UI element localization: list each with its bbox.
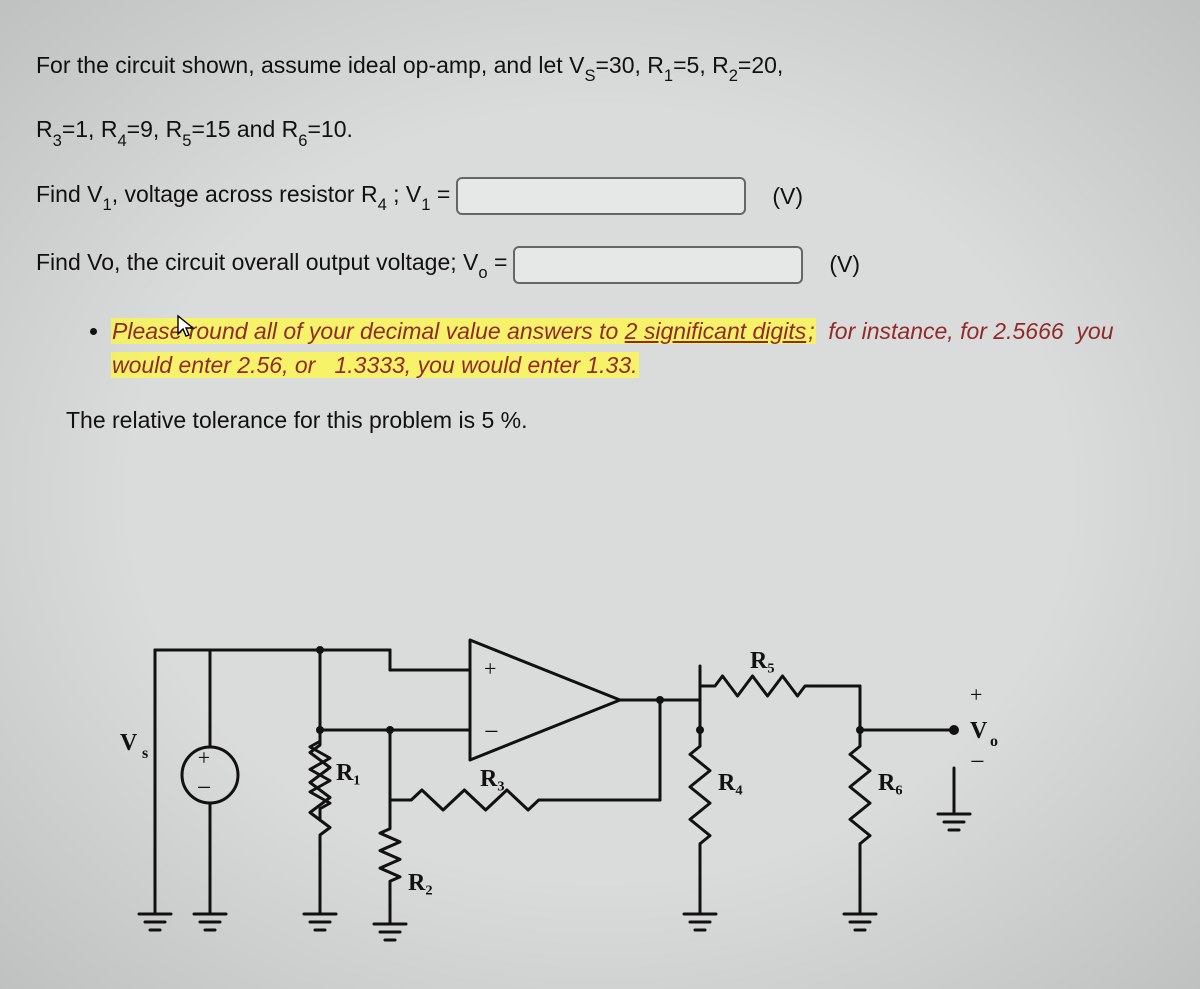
t: Find V [36, 181, 102, 207]
sub: 1 [102, 195, 111, 214]
v1-input[interactable] [456, 177, 746, 215]
question-v1: Find V1, voltage across resistor R4 ; V1… [36, 177, 1164, 215]
svg-text:R₃: R₃ [480, 766, 505, 792]
tolerance-line: The relative tolerance for this problem … [66, 403, 1164, 438]
sub: 4 [117, 131, 126, 150]
problem-line-1: For the circuit shown, assume ideal op-a… [36, 48, 1164, 86]
svg-text:R₂: R₂ [408, 870, 433, 896]
unit-label: (V) [772, 179, 803, 214]
sub: 4 [378, 195, 387, 214]
sub: o [478, 263, 487, 282]
svg-text:−: − [970, 747, 985, 776]
t: =30, R [595, 52, 663, 78]
svg-text:R₆: R₆ [878, 770, 903, 796]
svg-text:R₄: R₄ [718, 770, 743, 796]
bullet-icon [90, 328, 97, 335]
vo-input[interactable] [513, 246, 803, 284]
svg-text:R₅: R₅ [750, 648, 775, 674]
t: =1, R [62, 116, 118, 142]
t: =10. [307, 116, 352, 142]
t: , voltage across resistor R [112, 181, 378, 207]
t: For the circuit shown, assume ideal op-a… [36, 52, 584, 78]
t: =5, R [673, 52, 729, 78]
t: =15 and R [191, 116, 298, 142]
svg-text:+: + [198, 745, 210, 770]
t: =9, R [127, 116, 183, 142]
svg-text:−: − [197, 773, 212, 802]
unit-label: (V) [829, 247, 860, 282]
t: 2 significant digits [625, 318, 807, 344]
problem-line-2: R3=1, R4=9, R5=15 and R6=10. [36, 112, 1164, 150]
svg-text:V: V [970, 718, 988, 744]
t: ; V [387, 181, 422, 207]
t: = [488, 249, 508, 275]
sub: 1 [421, 195, 430, 214]
t: Find Vo, the circuit overall output volt… [36, 249, 478, 275]
rounding-note: Please round all of your decimal value a… [90, 314, 1164, 383]
svg-text:+: + [970, 682, 982, 707]
t: =20, [738, 52, 783, 78]
sub: S [584, 66, 595, 85]
sub: 3 [53, 131, 62, 150]
t: Please round all of your decimal value a… [112, 318, 625, 344]
sub: 5 [182, 131, 191, 150]
question-vo: Find Vo, the circuit overall output volt… [36, 245, 1164, 283]
sub: 6 [298, 131, 307, 150]
t: ; [807, 318, 815, 344]
circuit-diagram: +−VsR₁+−R₃R₂R₄R₅R₆+Vo− [100, 590, 1000, 960]
svg-text:+: + [484, 656, 496, 681]
t: R [36, 116, 53, 142]
sub: 2 [729, 66, 738, 85]
sub: 1 [664, 66, 673, 85]
svg-text:V: V [120, 730, 138, 756]
svg-text:s: s [142, 745, 148, 762]
svg-text:R₁: R₁ [336, 760, 361, 786]
t: = [430, 181, 450, 207]
svg-text:o: o [990, 733, 998, 750]
t: would enter 2.56, or 1.3333, you would e… [111, 352, 639, 378]
svg-text:−: − [484, 717, 499, 746]
